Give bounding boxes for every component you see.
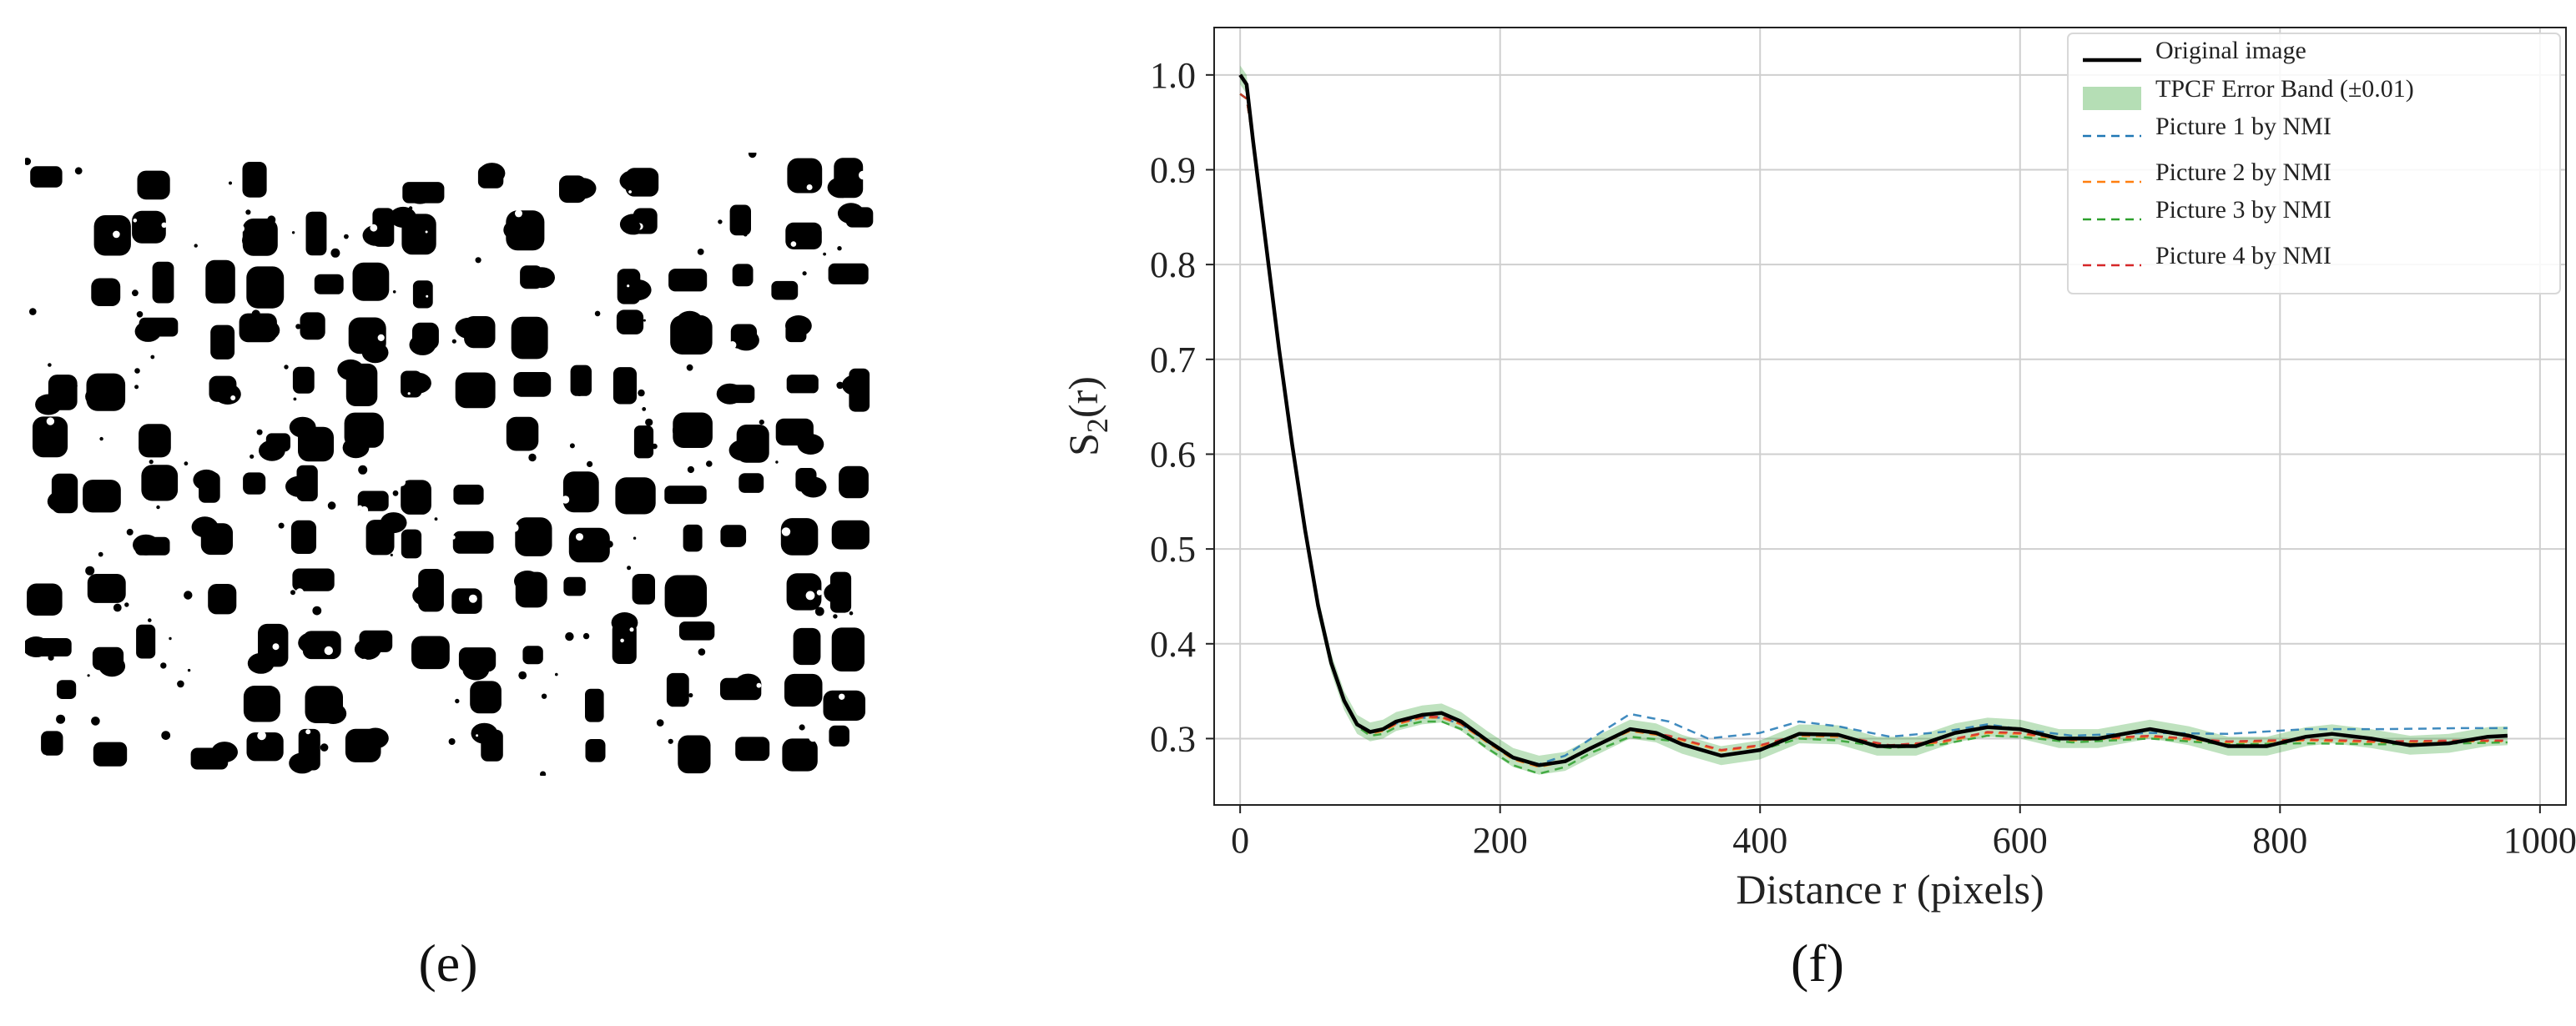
y-tick-label: 0.3 (1150, 718, 1196, 759)
y-tick-label: 0.4 (1150, 624, 1196, 665)
chart-legend: Original image TPCF Error Band (±0.01) Pic… (2067, 33, 2561, 294)
x-tick-label: 400 (1732, 820, 1787, 861)
y-axis-label-subscript: 2 (1081, 418, 1114, 433)
binary-microstructure-image (25, 153, 876, 776)
x-axis-label: Distance r (pixels) (1736, 866, 2044, 913)
y-tick-label: 0.6 (1150, 434, 1196, 475)
legend-box (2067, 33, 2561, 294)
legend-entry-label: Picture 4 by NMI (2155, 242, 2332, 269)
microstructure-blobs (25, 153, 876, 776)
y-tick-label: 1.0 (1150, 55, 1196, 96)
y-tick-label: 0.9 (1150, 149, 1196, 190)
plot-frame (1213, 27, 2567, 806)
legend-swatch-error-band (2083, 87, 2141, 110)
y-axis-label-tail: (r) (1060, 376, 1107, 418)
panel-label-f: (f) (1791, 933, 1844, 993)
legend-entry-label: Picture 1 by NMI (2155, 113, 2332, 140)
x-tick-label: 600 (1993, 820, 2048, 861)
y-tick-label: 0.8 (1150, 244, 1196, 285)
axis-ticks: 0 200 400 600 800 1000 0.3 0.4 0.5 0.6 0.7 0.8 0.9 1.… (1150, 55, 2576, 861)
legend-entry-label: Picture 2 by NMI (2155, 158, 2332, 186)
series-layer (1238, 73, 2508, 775)
svg-text:S2(r): S2(r) (1060, 376, 1114, 456)
x-tick-label: 1000 (2503, 820, 2576, 861)
legend-entry-label: Original image (2155, 37, 2306, 64)
panel-label-e: (e) (418, 933, 478, 993)
series-line-original-image (1238, 73, 2508, 767)
x-tick-label: 0 (1231, 820, 1249, 861)
y-axis-label: S2(r) (1060, 376, 1114, 456)
x-tick-label: 200 (1473, 820, 1528, 861)
y-axis-label-main: S (1060, 433, 1107, 456)
y-tick-label: 0.5 (1150, 529, 1196, 570)
y-tick-label: 0.7 (1150, 339, 1196, 380)
tpcf-chart: 0 200 400 600 800 1000 0.3 0.4 0.5 0.6 0.7 0.8 0.9 1.… (1060, 27, 2576, 913)
x-tick-label: 800 (2252, 820, 2307, 861)
legend-entry-label: Picture 3 by NMI (2155, 196, 2332, 224)
legend-entry-label: TPCF Error Band (±0.01) (2155, 75, 2414, 103)
